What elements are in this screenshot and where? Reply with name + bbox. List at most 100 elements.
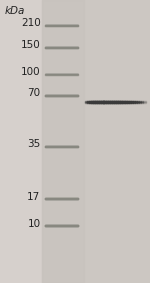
Bar	[143, 101, 146, 102]
Bar	[91, 102, 93, 103]
Bar	[87, 102, 89, 103]
Bar	[116, 101, 118, 102]
Bar	[87, 102, 89, 103]
Bar	[127, 101, 129, 102]
Bar	[124, 102, 127, 103]
Bar	[137, 102, 139, 103]
Bar	[137, 102, 139, 103]
Bar	[45, 47, 78, 48]
Bar	[45, 95, 78, 96]
Bar	[110, 102, 112, 103]
Bar	[139, 102, 141, 103]
Bar	[129, 101, 131, 102]
Bar	[87, 102, 89, 103]
Bar	[135, 102, 137, 103]
Bar	[112, 102, 114, 103]
Bar	[114, 101, 116, 102]
Bar	[131, 102, 133, 103]
Bar	[103, 102, 106, 103]
Bar	[93, 102, 95, 103]
Bar	[85, 102, 87, 103]
Bar	[133, 101, 135, 102]
Bar	[129, 102, 131, 103]
Bar	[85, 102, 87, 103]
Bar	[103, 102, 106, 103]
Text: 150: 150	[21, 40, 40, 50]
Bar	[112, 101, 114, 102]
Bar	[122, 101, 124, 102]
Bar	[103, 102, 106, 103]
Bar	[120, 102, 122, 103]
Bar	[101, 102, 103, 103]
Bar	[110, 101, 112, 102]
Bar	[139, 102, 141, 103]
Bar	[118, 102, 120, 103]
Bar	[141, 102, 143, 103]
Bar	[91, 101, 93, 102]
Bar	[99, 101, 101, 102]
Bar	[45, 198, 78, 199]
Bar	[45, 47, 78, 48]
Bar	[118, 101, 120, 102]
Bar	[108, 101, 110, 102]
Text: 17: 17	[27, 192, 40, 202]
Bar	[108, 102, 110, 103]
Bar	[93, 102, 95, 103]
Text: 10: 10	[27, 218, 40, 229]
Bar	[116, 101, 118, 102]
Bar	[137, 101, 139, 102]
Bar	[116, 102, 118, 103]
Bar	[93, 102, 95, 103]
Bar	[137, 101, 139, 102]
Text: kDa: kDa	[5, 6, 25, 16]
Bar	[89, 102, 91, 103]
Bar	[114, 101, 116, 102]
Bar	[87, 101, 89, 102]
Bar	[139, 102, 141, 103]
Bar	[120, 101, 122, 102]
Bar	[42, 0, 84, 283]
Bar	[143, 101, 146, 102]
Bar	[45, 146, 78, 147]
Bar	[124, 101, 127, 102]
Bar	[45, 198, 78, 199]
Bar	[137, 101, 139, 102]
Bar	[127, 101, 129, 102]
Bar	[114, 102, 116, 103]
Bar	[82, 101, 85, 102]
Bar	[124, 102, 127, 103]
Bar	[139, 101, 141, 102]
Bar	[139, 102, 141, 103]
Bar	[91, 101, 93, 102]
Bar	[87, 101, 89, 102]
Bar	[141, 101, 143, 102]
Bar	[45, 198, 78, 199]
Bar	[141, 101, 143, 102]
Bar	[131, 102, 133, 103]
Bar	[82, 101, 85, 102]
Bar	[116, 101, 118, 102]
Bar	[97, 101, 99, 102]
Text: 70: 70	[27, 88, 40, 98]
Bar	[127, 101, 129, 102]
Bar	[82, 101, 85, 102]
Bar	[99, 101, 101, 102]
Bar	[122, 101, 124, 102]
Bar	[135, 101, 137, 102]
Bar	[101, 102, 103, 103]
Bar	[45, 47, 78, 48]
Bar	[101, 101, 103, 102]
Bar	[87, 101, 89, 102]
Bar	[45, 225, 78, 226]
Bar	[89, 101, 91, 102]
Bar	[120, 102, 122, 103]
Bar	[45, 225, 78, 226]
Bar	[116, 102, 118, 103]
Bar	[89, 102, 91, 103]
Bar	[91, 101, 93, 102]
Bar	[124, 101, 127, 102]
Bar	[108, 101, 110, 102]
Bar	[110, 101, 112, 102]
Bar	[143, 102, 146, 103]
Bar	[97, 101, 99, 102]
